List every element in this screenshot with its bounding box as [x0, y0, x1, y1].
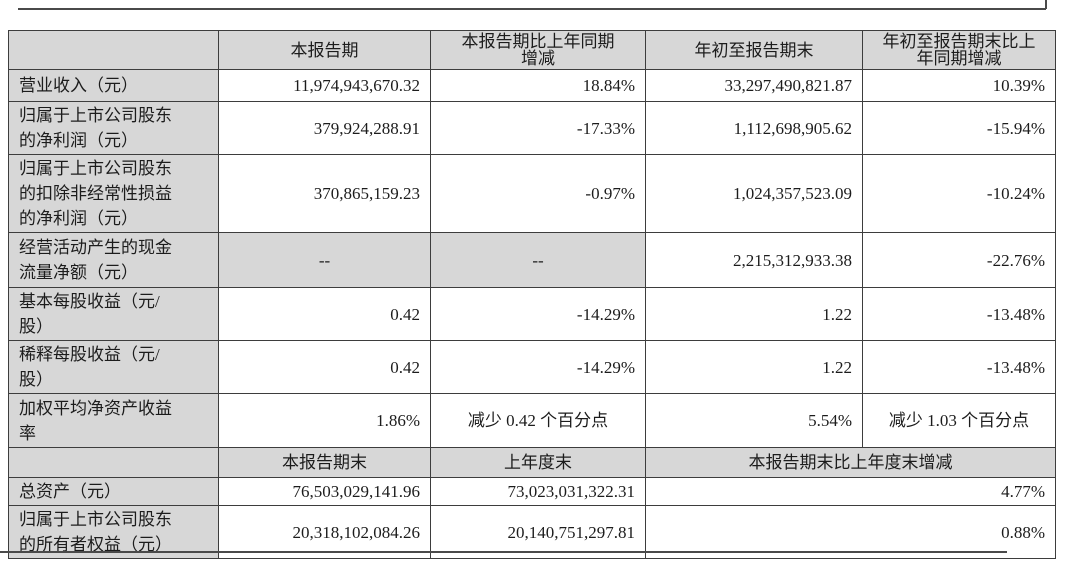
table-cell: 减少 0.42 个百分点 — [430, 393, 646, 448]
row-operating-cash-flow: 经营活动产生的现金 流量净额（元） -- -- 2,215,312,933.38… — [8, 232, 1056, 288]
table-cell: 1.86% — [218, 393, 431, 448]
table-cell: 0.42 — [218, 340, 431, 394]
subheader-period-end: 本报告期末 — [218, 447, 431, 478]
table-cell: -14.29% — [430, 340, 646, 394]
table-cell: -13.48% — [862, 340, 1056, 394]
table-cell: 2,215,312,933.38 — [645, 232, 863, 288]
table-cell: -15.94% — [862, 101, 1056, 155]
table-cell: 减少 1.03 个百分点 — [862, 393, 1056, 448]
table-cell: 1.22 — [645, 340, 863, 394]
table-cell: 11,974,943,670.32 — [218, 69, 431, 102]
table-cell: 20,140,751,297.81 — [430, 505, 646, 559]
table-cell: 4.77% — [645, 477, 1056, 506]
table-cell: 10.39% — [862, 69, 1056, 102]
table-cell: -10.24% — [862, 154, 1056, 233]
table-cell: -14.29% — [430, 287, 646, 341]
table-cell: 1,024,357,523.09 — [645, 154, 863, 233]
row-net-profit: 归属于上市公司股东 的净利润（元） 379,924,288.91 -17.33%… — [8, 101, 1056, 155]
row-basic-eps: 基本每股收益（元/ 股） 0.42 -14.29% 1.22 -13.48% — [8, 287, 1056, 341]
row-label: 归属于上市公司股东 的扣除非经常性损益 的净利润（元） — [8, 154, 219, 233]
row-weighted-avg-roe: 加权平均净资产收益 率 1.86% 减少 0.42 个百分点 5.54% 减少 … — [8, 393, 1056, 448]
row-net-profit-excl-nonrecurring: 归属于上市公司股东 的扣除非经常性损益 的净利润（元） 370,865,159.… — [8, 154, 1056, 233]
row-label: 营业收入（元） — [8, 69, 219, 102]
table-cell: -- — [218, 232, 431, 288]
table-cell: 1.22 — [645, 287, 863, 341]
row-subheader-period-end: 本报告期末 上年度末 本报告期末比上年度末增减 — [8, 447, 1056, 478]
financial-summary-table: 本报告期 本报告期比上年同期 增减 年初至报告期末 年初至报告期末比上 年同期增… — [8, 30, 1056, 559]
table-cell: 0.88% — [645, 505, 1056, 559]
row-total-assets: 总资产（元） 76,503,029,141.96 73,023,031,322.… — [8, 477, 1056, 506]
subheader-prior-year-end: 上年度末 — [430, 447, 646, 478]
subheader-empty-cell — [8, 447, 219, 478]
table-cell: 370,865,159.23 — [218, 154, 431, 233]
row-label: 归属于上市公司股东 的所有者权益（元） — [8, 505, 219, 559]
top-horizontal-rule — [18, 8, 1046, 10]
header-empty-cell — [8, 30, 219, 70]
row-label: 加权平均净资产收益 率 — [8, 393, 219, 448]
row-equity-attributable: 归属于上市公司股东 的所有者权益（元） 20,318,102,084.26 20… — [8, 505, 1056, 559]
table-cell: 1,112,698,905.62 — [645, 101, 863, 155]
table-cell: -22.76% — [862, 232, 1056, 288]
header-ytd-vs-prior: 年初至报告期末比上 年同期增减 — [862, 30, 1056, 70]
table-cell: 33,297,490,821.87 — [645, 69, 863, 102]
header-current-vs-prior: 本报告期比上年同期 增减 — [430, 30, 646, 70]
table-cell: 18.84% — [430, 69, 646, 102]
bottom-horizontal-rule — [0, 551, 1007, 553]
top-right-corner-tick — [1045, 0, 1047, 9]
table-cell: -- — [430, 232, 646, 288]
table-cell: 379,924,288.91 — [218, 101, 431, 155]
header-current-period: 本报告期 — [218, 30, 431, 70]
table-cell: 0.42 — [218, 287, 431, 341]
row-label: 经营活动产生的现金 流量净额（元） — [8, 232, 219, 288]
table-cell: -0.97% — [430, 154, 646, 233]
subheader-period-end-vs-prior: 本报告期末比上年度末增减 — [645, 447, 1056, 478]
table-header-row: 本报告期 本报告期比上年同期 增减 年初至报告期末 年初至报告期末比上 年同期增… — [8, 30, 1056, 70]
row-operating-revenue: 营业收入（元） 11,974,943,670.32 18.84% 33,297,… — [8, 69, 1056, 102]
table-cell: 76,503,029,141.96 — [218, 477, 431, 506]
row-label: 归属于上市公司股东 的净利润（元） — [8, 101, 219, 155]
table-cell: 5.54% — [645, 393, 863, 448]
header-ytd: 年初至报告期末 — [645, 30, 863, 70]
row-label: 稀释每股收益（元/ 股） — [8, 340, 219, 394]
table-cell: 73,023,031,322.31 — [430, 477, 646, 506]
row-label: 总资产（元） — [8, 477, 219, 506]
row-diluted-eps: 稀释每股收益（元/ 股） 0.42 -14.29% 1.22 -13.48% — [8, 340, 1056, 394]
table-cell: -17.33% — [430, 101, 646, 155]
table-cell: -13.48% — [862, 287, 1056, 341]
row-label: 基本每股收益（元/ 股） — [8, 287, 219, 341]
